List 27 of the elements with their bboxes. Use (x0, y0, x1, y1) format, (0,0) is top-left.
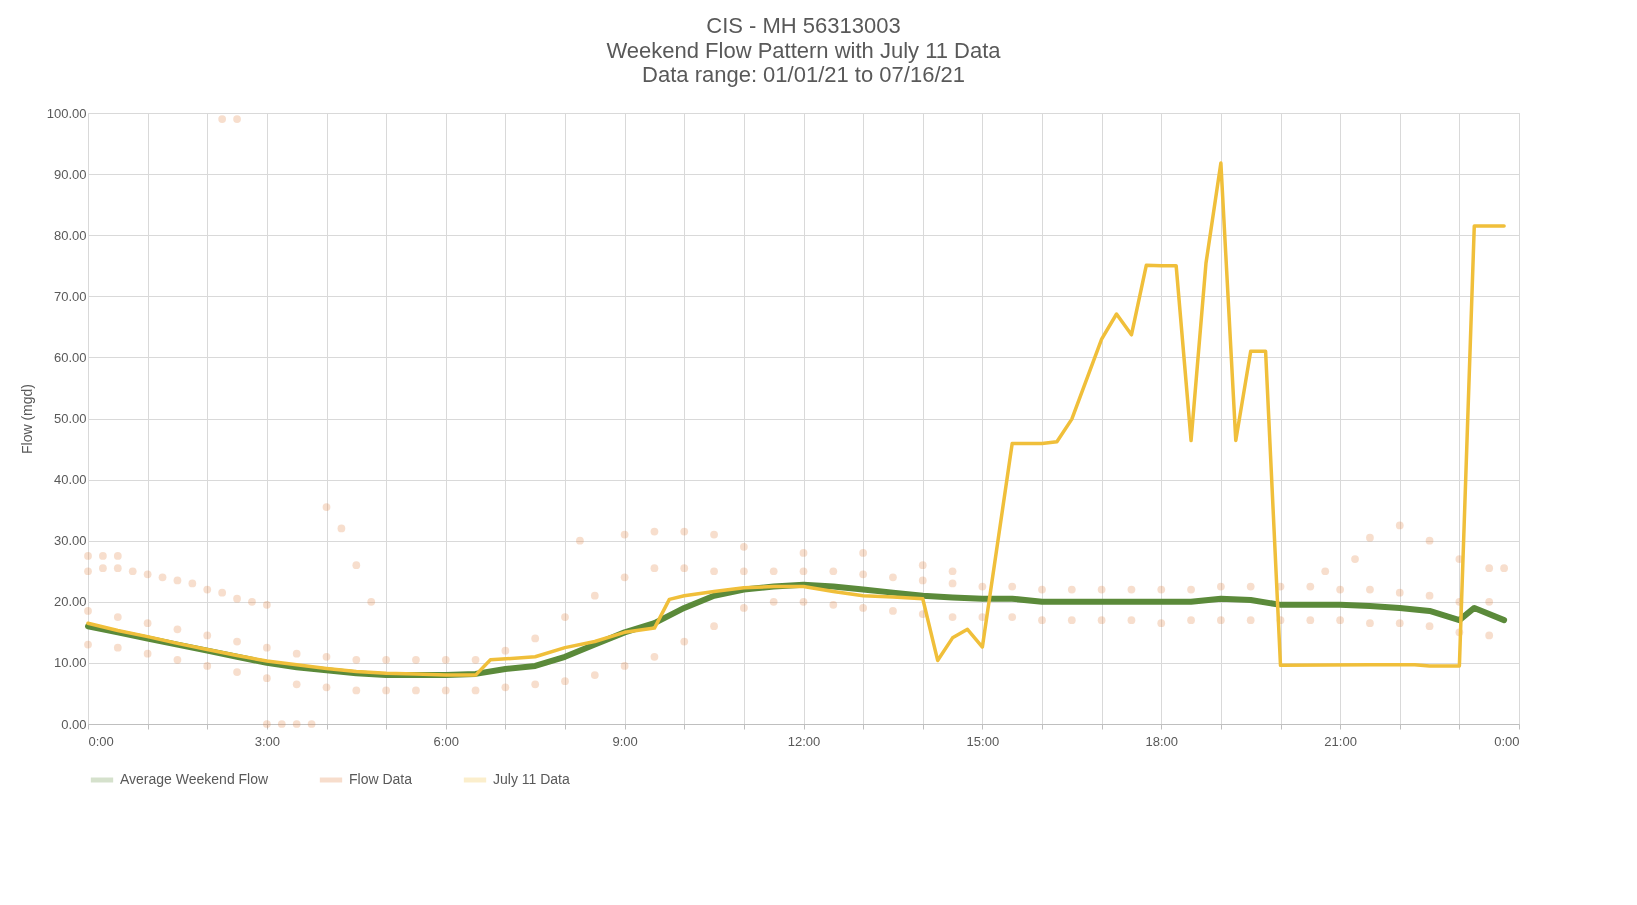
line-series (86, 161, 1506, 677)
y-tick-label: 30.00 (53, 533, 87, 549)
y-tick-label: 50.00 (53, 411, 87, 426)
x-tick-label: 6:00 (433, 733, 459, 749)
legend-label: Flow Data (349, 771, 413, 787)
y-tick-label: 90.00 (53, 166, 87, 182)
chart-subtitle: Weekend Flow Pattern with July 11 Data Data range: 01/01/21 to 07/16/21 (606, 38, 1002, 87)
y-tick-label: 80.00 (53, 227, 87, 243)
y-tick-label: 10.00 (53, 655, 87, 671)
y-tick-label: 0.00 (61, 716, 87, 732)
x-tick-label: 12:00 (787, 733, 821, 749)
x-tick-label: 18:00 (1145, 733, 1179, 749)
y-tick-label: 70.00 (53, 288, 87, 304)
x-tick-label: 0:00 (88, 733, 114, 749)
y-tick-label: 100.00 (46, 105, 87, 121)
legend-label: July 11 Data (493, 771, 570, 787)
y-tick-label: 20.00 (53, 594, 87, 610)
y-axis-title: Flow (mgd) (18, 383, 35, 455)
legend-label: Average Weekend Flow (120, 771, 270, 787)
y-tick-label: 40.00 (53, 472, 87, 488)
x-tick-label: 0:00 (1494, 733, 1520, 749)
chart-title: CIS - MH 56313003 (706, 13, 901, 38)
x-tick-label: 21:00 (1324, 733, 1357, 749)
x-tick-label: 15:00 (966, 733, 1000, 749)
x-tick-label: 3:00 (254, 733, 281, 749)
x-tick-label: 9:00 (612, 733, 638, 749)
y-tick-label: 60.00 (53, 349, 87, 365)
